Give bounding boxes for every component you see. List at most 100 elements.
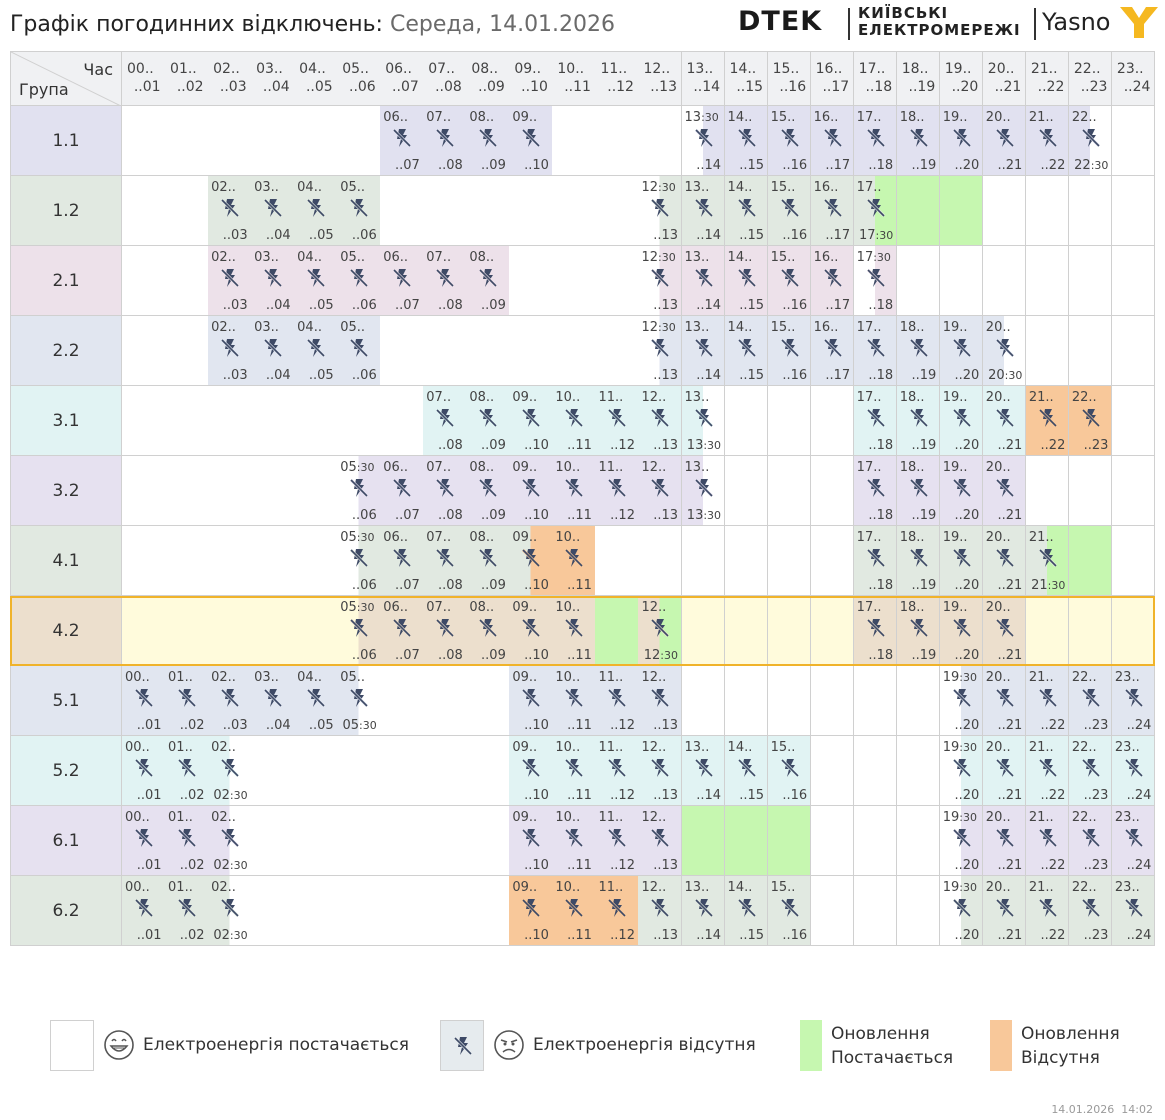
schedule-cell: 01.. ..02 [165, 666, 209, 736]
half-hour: :30 [1047, 579, 1066, 592]
hour-header-13: 13.. ..14 [681, 51, 726, 106]
schedule-cell [595, 316, 639, 386]
schedule-cell: 17.. 17:30 [853, 176, 898, 246]
no-power-icon [694, 758, 713, 778]
no-power-icon [436, 128, 455, 148]
schedule-cell: 12:30 ..13 [638, 176, 682, 246]
schedule-cell [1068, 526, 1113, 596]
cell-start-time: 19.. [942, 600, 968, 615]
schedule-cell: 15.. ..16 [767, 106, 812, 176]
group-label-5-1[interactable]: 5.1 [10, 666, 122, 736]
schedule-cell [466, 736, 510, 806]
cell-end-time: ..13 [653, 928, 678, 943]
cell-end-time: ..01 [136, 788, 162, 803]
cell-start-time: 18.. [899, 320, 925, 335]
schedule-cell [294, 386, 338, 456]
schedule-cell: 22.. 22:30 [1068, 106, 1113, 176]
schedule-cell [681, 806, 726, 876]
half-hour: :30 [875, 229, 894, 242]
cell-end-time: ..13 [653, 508, 678, 523]
no-power-icon [952, 338, 971, 358]
cell-end-time: ..23 [1083, 438, 1109, 453]
schedule-cell: 14.. ..15 [724, 316, 769, 386]
schedule-cell: 17.. ..18 [853, 316, 898, 386]
group-label-1-2[interactable]: 1.2 [10, 176, 122, 246]
schedule-cell: 13.. 13:30 [681, 456, 726, 526]
no-power-icon [651, 408, 670, 428]
cell-end-time: ..03 [222, 228, 248, 243]
schedule-cell: 10.. ..11 [552, 666, 596, 736]
schedule-cell: 22.. ..23 [1068, 666, 1113, 736]
cell-start-time: 09.. [512, 740, 538, 755]
legend-absent-swatch [440, 1020, 484, 1071]
no-power-icon [866, 618, 885, 638]
schedule-cell [122, 526, 166, 596]
group-label-2-1[interactable]: 2.1 [10, 246, 122, 316]
cell-start-time: 07.. [426, 530, 452, 545]
cell-end-time: ..12 [610, 438, 635, 453]
cell-start-time: 22.. [1071, 880, 1097, 895]
schedule-cell [1068, 176, 1113, 246]
group-label-6-2[interactable]: 6.2 [10, 876, 122, 946]
cell-start-time: 12.. [641, 670, 667, 685]
schedule-cell: 13:30 ..14 [681, 106, 726, 176]
schedule-cell [165, 176, 209, 246]
schedule-cell: 18.. ..19 [896, 316, 941, 386]
cell-start-time: 02.. [211, 250, 236, 265]
cell-end-time: ..03 [222, 298, 248, 313]
no-power-icon [264, 688, 283, 708]
schedule-cell: 07.. ..08 [423, 106, 467, 176]
cell-start-time: 10.. [555, 460, 581, 475]
cell-end-time-half: 20:30 [988, 368, 1022, 383]
cell-end-time: ..06 [351, 648, 377, 663]
schedule-cell [896, 876, 941, 946]
cell-end-time: ..23 [1083, 718, 1109, 733]
half-hour: :30 [873, 251, 891, 264]
schedule-cell: 19.. ..20 [939, 596, 984, 666]
group-label-3-2[interactable]: 3.2 [10, 456, 122, 526]
hour-start: 20.. [987, 61, 1015, 77]
cell-end-time: ..14 [696, 158, 722, 173]
schedule-cell [509, 176, 553, 246]
half-hour: :30 [356, 531, 375, 544]
no-power-icon [1038, 898, 1057, 918]
cell-end-time: ..17 [825, 368, 851, 383]
cell-start-time: 10.. [555, 600, 581, 615]
hour-start: 03.. [256, 61, 283, 77]
schedule-cell: 18.. ..19 [896, 106, 941, 176]
cell-end-time: ..06 [351, 368, 377, 383]
cell-start-time: 00.. [125, 740, 150, 755]
group-label-3-1[interactable]: 3.1 [10, 386, 122, 456]
schedule-cell: 16.. ..17 [810, 176, 855, 246]
no-power-icon [565, 548, 584, 568]
hour-end: ..12 [607, 79, 634, 95]
group-label-1-1[interactable]: 1.1 [10, 106, 122, 176]
schedule-cell [294, 596, 338, 666]
schedule-cell: 00.. ..01 [122, 666, 166, 736]
cell-start-time-half: 05:30 [340, 600, 374, 615]
cell-end-time: ..12 [610, 858, 635, 873]
no-power-icon [737, 758, 756, 778]
group-name: 6.2 [52, 900, 80, 921]
group-label-4-1[interactable]: 4.1 [10, 526, 122, 596]
schedule-cell [380, 736, 424, 806]
hour-start: 08.. [471, 61, 499, 77]
group-label-2-2[interactable]: 2.2 [10, 316, 122, 386]
cell-end-time: ..10 [524, 858, 549, 873]
schedule-cell [122, 246, 166, 316]
no-power-icon [995, 828, 1014, 848]
group-label-4-2[interactable]: 4.2 [10, 596, 122, 666]
cell-start-time: 12.. [641, 740, 667, 755]
cell-end-time: ..04 [265, 298, 291, 313]
schedule-cell [810, 386, 855, 456]
no-power-icon [694, 408, 713, 428]
cell-start-time: 18.. [899, 110, 925, 125]
hour-end: ..10 [521, 79, 548, 95]
schedule-cell: 11.. ..12 [595, 386, 639, 456]
group-label-5-2[interactable]: 5.2 [10, 736, 122, 806]
group-label-6-1[interactable]: 6.1 [10, 806, 122, 876]
hour-end: ..06 [349, 79, 376, 95]
cell-end-time: ..02 [179, 928, 205, 943]
schedule-cell: 05.. ..06 [337, 316, 381, 386]
cell-end-time: ..12 [610, 508, 635, 523]
